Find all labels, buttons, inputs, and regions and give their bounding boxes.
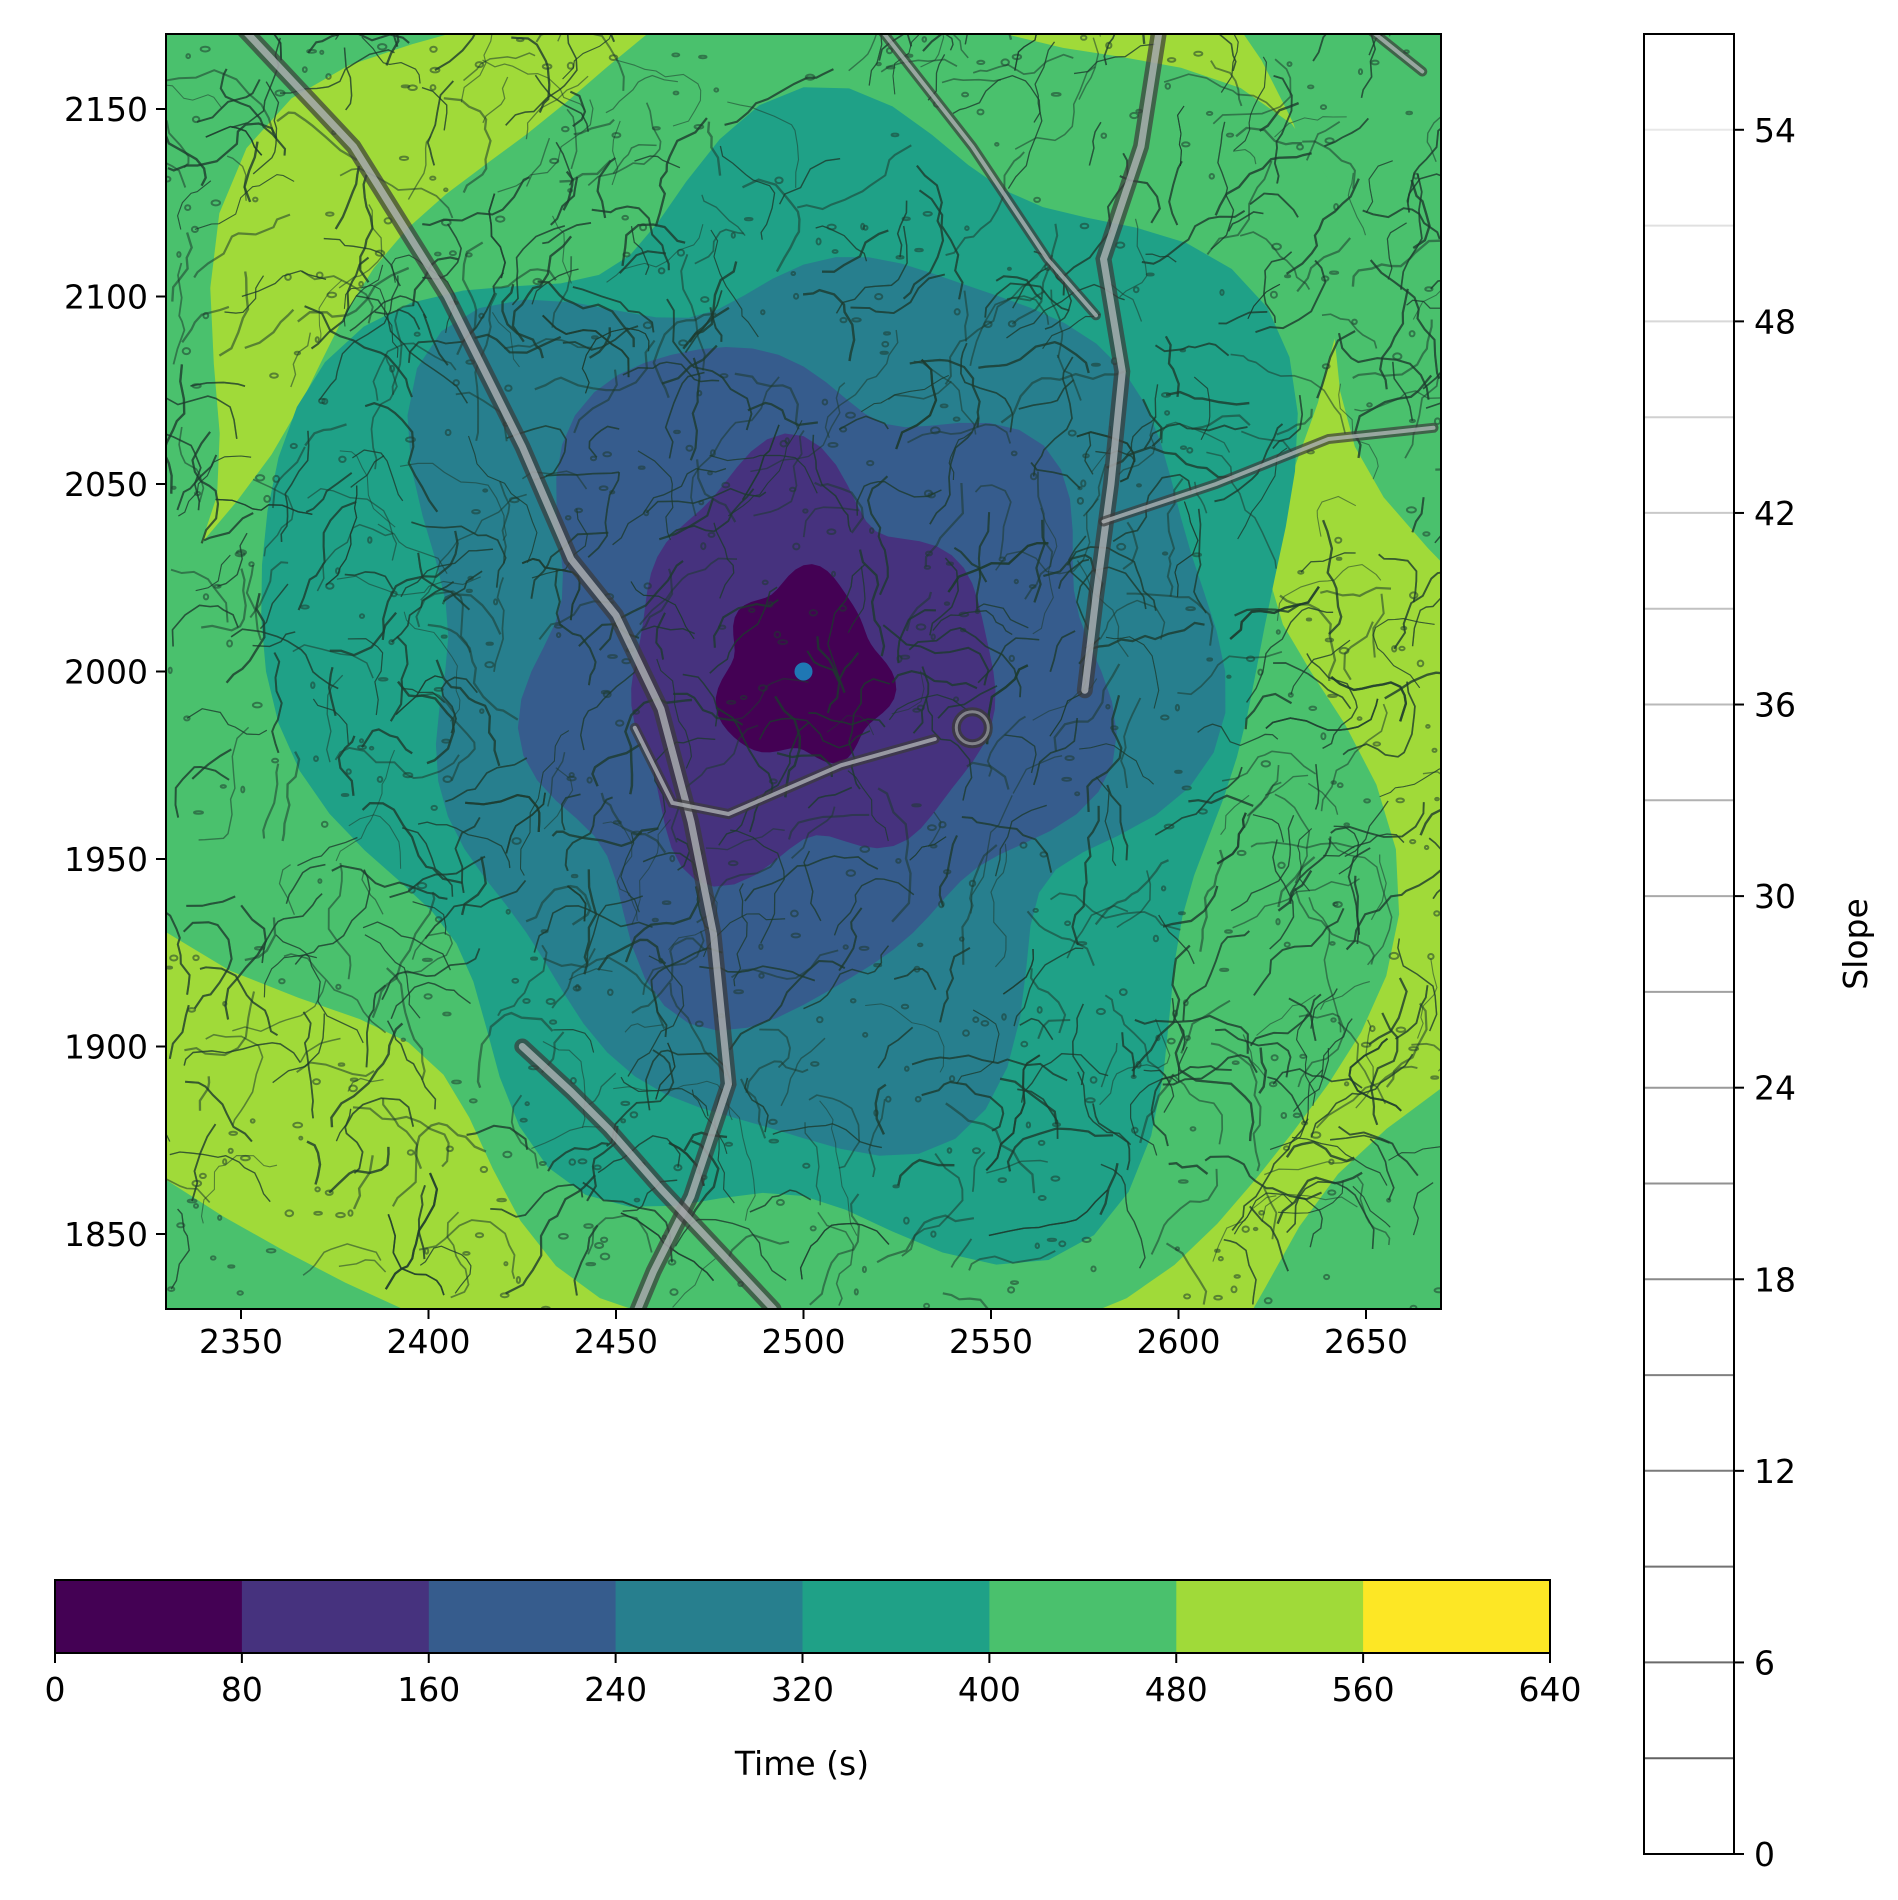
x-tick-label: 2350: [199, 1322, 283, 1361]
x-tick-label: 2500: [762, 1322, 846, 1361]
time-colorbar-tick-label: 480: [1145, 1670, 1208, 1709]
slope-colorbar-tick-label: 48: [1754, 302, 1796, 341]
y-tick-label: 2100: [64, 278, 148, 317]
x-tick-label: 2600: [1137, 1322, 1221, 1361]
time-colorbar-tick-label: 160: [397, 1670, 460, 1709]
time-colorbar-tick-label: 640: [1519, 1670, 1582, 1709]
x-tick-label: 2550: [949, 1322, 1033, 1361]
time-colorbar-segment: [1176, 1580, 1364, 1653]
time-colorbar-segment: [428, 1580, 617, 1653]
time-colorbar-label: Time (s): [734, 1744, 869, 1783]
time-colorbar-tick-label: 80: [221, 1670, 263, 1709]
time-colorbar-segment: [241, 1580, 430, 1653]
time-colorbar-segment: [615, 1580, 803, 1653]
time-colorbar: 0 80 160 240 320 400 480 560 640 Time (s): [45, 1579, 1582, 1783]
time-colorbar-segment: [55, 1580, 243, 1653]
slope-colorbar-tick-label: 12: [1754, 1452, 1796, 1491]
y-tick-label: 2150: [64, 90, 148, 129]
x-tick-label: 2450: [574, 1322, 658, 1361]
time-colorbar-tick-label: 320: [771, 1670, 834, 1709]
x-tick-label: 2650: [1324, 1322, 1408, 1361]
slope-colorbar-tick-label: 6: [1754, 1643, 1775, 1682]
slope-colorbar-tick-label: 54: [1754, 111, 1796, 150]
slope-colorbar-fill: [1644, 34, 1734, 1854]
time-colorbar-segment: [989, 1580, 1177, 1653]
time-colorbar-segment: [802, 1580, 990, 1653]
y-tick-label: 1950: [64, 840, 148, 879]
x-axis-ticks: 2350 2400 2450 2500 2550 2600 2650: [199, 1309, 1408, 1361]
slope-colorbar-tick-label: 0: [1754, 1835, 1775, 1874]
ridge-lines: [237, 34, 1439, 1309]
time-colorbar-tick-label: 400: [958, 1670, 1021, 1709]
source-point-marker: [794, 662, 813, 681]
y-tick-label: 1850: [64, 1215, 148, 1254]
slope-colorbar-tick-label: 42: [1754, 494, 1796, 533]
travel-time-map: 2350 2400 2450 2500 2550 2600 2650 1850 1900 195…: [64, 33, 1442, 1361]
slope-colorbar: 0 6 12 18 24 30 36 42 48 54 Slope: [1643, 33, 1875, 1874]
slope-colorbar-tick-label: 18: [1754, 1260, 1796, 1299]
slope-colorbar-tick-label: 24: [1754, 1069, 1796, 1108]
time-colorbar-tick-label: 0: [45, 1670, 66, 1709]
slope-colorbar-tick-label: 36: [1754, 686, 1796, 725]
y-axis-ticks: 1850 1900 1950 2000 2050 2100 2150: [64, 90, 166, 1254]
slope-colorbar-tick-label: 30: [1754, 877, 1796, 916]
time-colorbar-tick-label: 240: [584, 1670, 647, 1709]
slope-colorbar-label: Slope: [1836, 898, 1875, 990]
y-tick-label: 1900: [64, 1028, 148, 1067]
time-colorbar-tick-label: 560: [1332, 1670, 1395, 1709]
y-tick-label: 2050: [64, 465, 148, 504]
slope-colorbar-frame: [1643, 33, 1735, 1855]
y-tick-label: 2000: [64, 653, 148, 692]
time-colorbar-segment: [1363, 1580, 1551, 1653]
x-tick-label: 2400: [387, 1322, 471, 1361]
